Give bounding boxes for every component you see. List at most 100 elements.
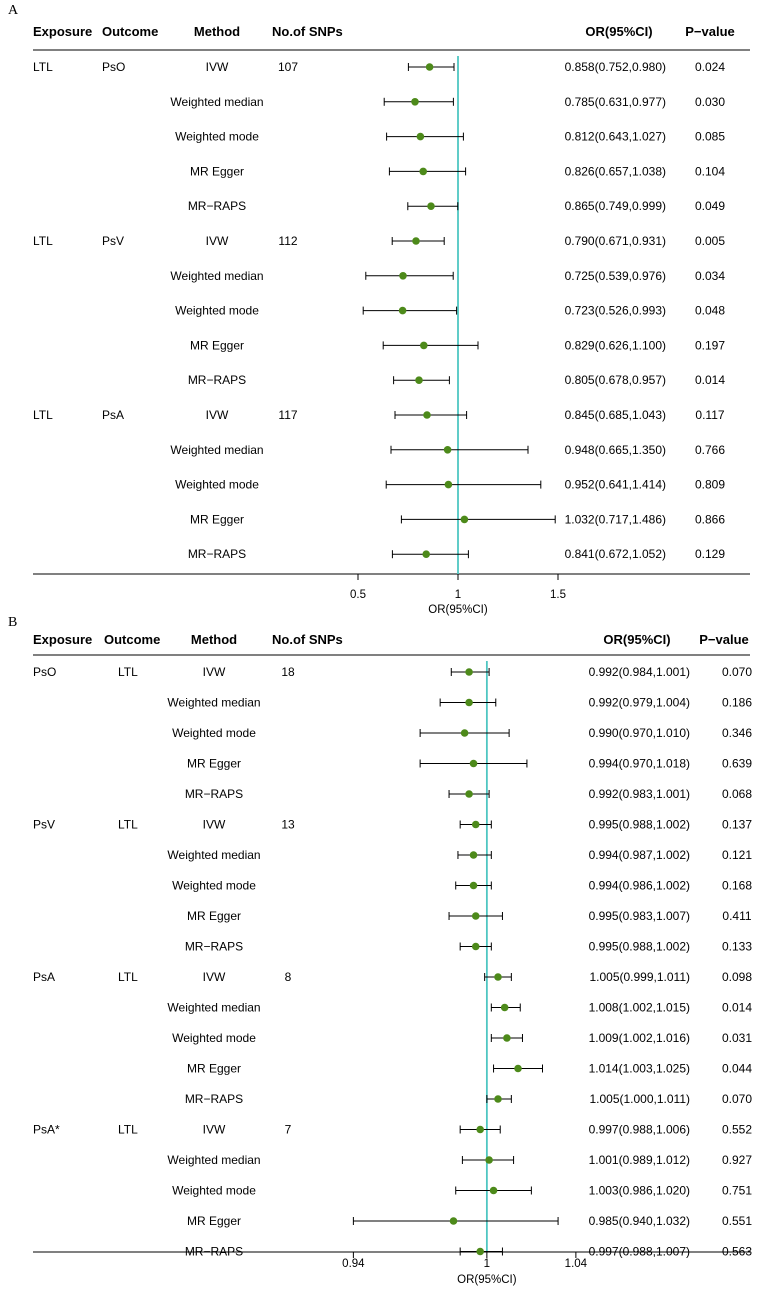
cell-method: MR Egger: [190, 512, 244, 526]
header-or: OR(95%CI): [585, 24, 652, 39]
cell-or-ci: 0.997(0.988,1.006): [589, 1123, 690, 1137]
cell-or-ci: 0.994(0.986,1.002): [589, 879, 690, 893]
cell-or-ci: 1.003(0.986,1.020): [589, 1184, 690, 1198]
header-outcome: Outcome: [104, 632, 160, 647]
cell-outcome: PsO: [102, 60, 125, 74]
point-estimate: [443, 446, 452, 454]
cell-or-ci: 0.858(0.752,0.980): [565, 60, 666, 74]
cell-method: MR−RAPS: [188, 547, 246, 561]
cell-exposure: PsO: [33, 665, 56, 679]
cell-pvalue: 0.044: [722, 1062, 752, 1076]
cell-pvalue: 0.048: [695, 304, 725, 318]
point-estimate: [449, 1217, 458, 1225]
cell-or-ci: 0.865(0.749,0.999): [565, 199, 666, 213]
cell-pvalue: 0.168: [722, 879, 752, 893]
cell-pvalue: 0.098: [722, 970, 752, 984]
cell-pvalue: 0.766: [695, 443, 725, 457]
cell-method: Weighted mode: [172, 726, 256, 740]
cell-or-ci: 0.994(0.987,1.002): [589, 848, 690, 862]
cell-method: MR Egger: [187, 757, 241, 771]
cell-outcome: LTL: [118, 970, 138, 984]
cell-exposure: LTL: [33, 60, 53, 74]
cell-method: MR−RAPS: [185, 940, 243, 954]
cell-nsnps: 13: [281, 818, 295, 832]
point-estimate: [471, 820, 480, 829]
cell-pvalue: 0.129: [695, 547, 725, 561]
cell-pvalue: 0.034: [695, 269, 725, 283]
cell-or-ci: 1.032(0.717,1.486): [565, 512, 666, 526]
cell-pvalue: 0.014: [722, 1001, 752, 1015]
cell-or-ci: 1.008(1.002,1.015): [589, 1001, 690, 1015]
point-estimate: [419, 167, 428, 176]
point-estimate: [503, 1034, 511, 1042]
cell-method: MR−RAPS: [185, 1092, 243, 1106]
cell-exposure: PsA*: [33, 1123, 60, 1137]
header-outcome: Outcome: [102, 24, 158, 39]
x-tick-label: 1.04: [565, 1258, 588, 1270]
cell-method: Weighted median: [167, 1153, 260, 1167]
header-nsnps: No.of SNPs: [272, 632, 343, 647]
point-estimate: [494, 973, 502, 981]
point-estimate: [476, 1247, 485, 1256]
cell-pvalue: 0.551: [722, 1214, 752, 1228]
panel-label: B: [8, 615, 17, 630]
cell-method: MR Egger: [187, 1062, 241, 1076]
point-estimate: [485, 1156, 493, 1164]
cell-method: MR−RAPS: [185, 1245, 243, 1259]
cell-or-ci: 0.948(0.665,1.350): [565, 443, 666, 457]
cell-exposure: PsV: [33, 818, 55, 832]
cell-pvalue: 0.197: [695, 338, 725, 352]
cell-method: Weighted median: [170, 269, 263, 283]
point-estimate: [465, 698, 473, 707]
point-estimate: [415, 376, 423, 385]
cell-or-ci: 0.990(0.970,1.010): [589, 726, 690, 740]
cell-pvalue: 0.927: [722, 1153, 752, 1167]
point-estimate: [494, 1095, 502, 1103]
point-estimate: [469, 851, 478, 859]
cell-nsnps: 7: [285, 1123, 292, 1137]
x-tick-label: 0.5: [350, 589, 366, 601]
point-estimate: [444, 480, 453, 489]
cell-nsnps: 112: [278, 234, 297, 248]
cell-or-ci: 0.992(0.984,1.001): [589, 665, 690, 679]
header-or: OR(95%CI): [603, 632, 670, 647]
point-estimate: [425, 63, 434, 71]
cell-method: IVW: [203, 970, 226, 984]
cell-or-ci: 0.995(0.988,1.002): [589, 940, 690, 954]
point-estimate: [422, 550, 431, 558]
cell-outcome: PsA: [102, 408, 124, 422]
cell-method: MR Egger: [190, 338, 244, 352]
point-estimate: [399, 272, 407, 280]
cell-nsnps: 18: [281, 665, 295, 679]
cell-pvalue: 0.030: [695, 95, 725, 109]
header-method: Method: [191, 632, 237, 647]
cell-exposure: LTL: [33, 234, 53, 248]
cell-or-ci: 0.995(0.983,1.007): [589, 909, 690, 923]
cell-or-ci: 0.725(0.539,0.976): [565, 269, 666, 283]
cell-pvalue: 0.070: [722, 665, 752, 679]
cell-pvalue: 0.049: [695, 199, 725, 213]
header-exposure: Exposure: [33, 632, 92, 647]
point-estimate: [465, 790, 473, 798]
x-tick-label: 0.94: [342, 1258, 365, 1270]
cell-method: IVW: [203, 1123, 226, 1137]
point-estimate: [460, 729, 469, 737]
point-estimate: [398, 306, 407, 315]
point-estimate: [500, 1003, 509, 1012]
cell-method: Weighted mode: [172, 879, 256, 893]
cell-pvalue: 0.104: [695, 164, 725, 178]
cell-outcome: LTL: [118, 665, 138, 679]
cell-or-ci: 1.014(1.003,1.025): [589, 1062, 690, 1076]
cell-method: Weighted median: [170, 443, 263, 457]
x-axis-title: OR(95%CI): [428, 604, 488, 616]
x-tick-label: 1: [455, 589, 461, 601]
cell-method: Weighted median: [167, 696, 260, 710]
cell-or-ci: 0.992(0.979,1.004): [589, 696, 690, 710]
cell-or-ci: 0.985(0.940,1.032): [589, 1214, 690, 1228]
cell-method: Weighted median: [167, 1001, 260, 1015]
point-estimate: [465, 668, 473, 676]
cell-or-ci: 0.790(0.671,0.931): [565, 234, 666, 248]
cell-method: MR−RAPS: [188, 199, 246, 213]
cell-or-ci: 0.841(0.672,1.052): [565, 547, 666, 561]
